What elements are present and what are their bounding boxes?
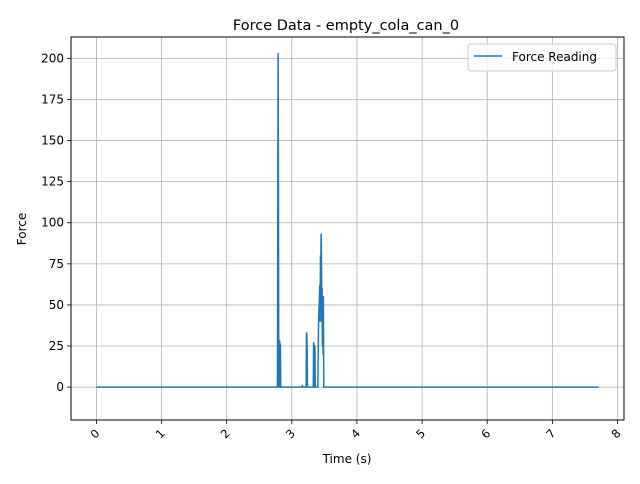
y-tick-label: 50 — [49, 298, 64, 312]
legend: Force Reading — [467, 43, 617, 72]
x-tick-label: 7 — [543, 426, 558, 441]
y-tick-label: 200 — [41, 51, 64, 65]
plot-series — [96, 52, 599, 388]
y-tick-label: 100 — [41, 216, 64, 230]
series-line-force-reading — [96, 52, 599, 388]
chart-title: Force Data - empty_cola_can_0 — [233, 18, 459, 34]
y-axis-label: Force — [15, 213, 29, 245]
legend-box — [467, 43, 617, 72]
plot-area-frame — [70, 36, 625, 421]
y-tick-label: 150 — [41, 134, 64, 148]
x-tick-label: 0 — [87, 426, 102, 441]
grid — [71, 37, 624, 420]
x-tick-label: 8 — [609, 426, 624, 441]
x-axis-ticks: 0 1 2 3 4 5 6 7 8 — [87, 420, 624, 441]
legend-label: Force Reading — [512, 50, 597, 64]
x-tick-label: 5 — [413, 426, 428, 441]
x-tick-label: 1 — [153, 426, 168, 441]
y-axis-ticks: 0 25 50 75 100 125 150 175 200 — [41, 51, 71, 394]
x-axis-label: Time (s) — [322, 452, 372, 466]
y-tick-label: 25 — [49, 339, 64, 353]
y-tick-label: 0 — [56, 380, 64, 394]
x-tick-label: 2 — [218, 426, 233, 441]
y-tick-label: 125 — [41, 175, 64, 189]
x-tick-label: 4 — [348, 426, 363, 441]
y-tick-label: 75 — [49, 257, 64, 271]
x-tick-label: 6 — [478, 426, 493, 441]
x-tick-label: 3 — [283, 426, 298, 441]
y-tick-label: 175 — [41, 92, 64, 106]
